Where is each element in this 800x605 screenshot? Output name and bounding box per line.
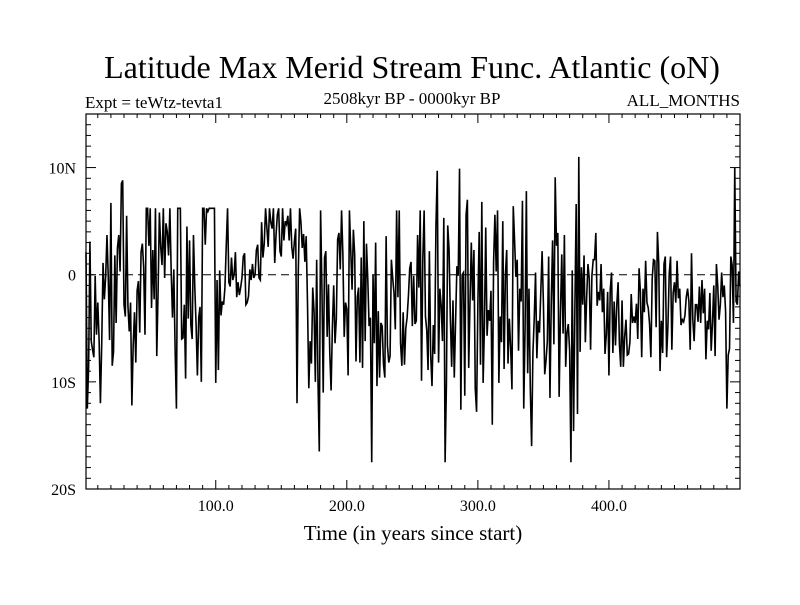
x-tick-label: 300.0 xyxy=(460,498,496,515)
chart-title: Latitude Max Merid Stream Func. Atlantic… xyxy=(104,49,720,85)
y-tick-label: 10S xyxy=(51,375,76,392)
x-tick-label: 200.0 xyxy=(329,498,365,515)
series-layer xyxy=(85,156,741,463)
months-label: ALL_MONTHS xyxy=(627,91,740,110)
y-tick-label: 20S xyxy=(51,482,76,499)
x-tick-label: 100.0 xyxy=(198,498,234,515)
x-tick-label: 400.0 xyxy=(591,498,627,515)
x-axis-label: Time (in years since start) xyxy=(304,521,523,545)
y-tick-label: 0 xyxy=(68,268,76,285)
experiment-label: Expt = teWtz-tevta1 xyxy=(85,93,223,112)
time-range-label: 2508kyr BP - 0000kyr BP xyxy=(324,89,501,108)
ticks-layer: 100.0 200.0 300.0 400.0 10N 0 10S 20S xyxy=(48,114,740,515)
y-tick-label: 10N xyxy=(48,161,76,178)
series-line xyxy=(85,156,741,463)
